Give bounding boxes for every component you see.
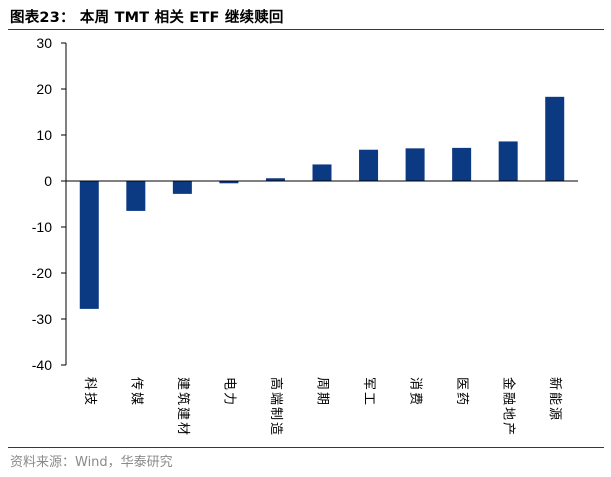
bar — [452, 147, 472, 181]
x-tick-label: 科技 — [82, 377, 97, 407]
bar — [79, 181, 99, 309]
x-tick-label: 电力 — [221, 377, 236, 407]
y-tick-label: 10 — [36, 127, 52, 143]
y-tick-label: 20 — [36, 81, 52, 97]
x-tick-label: 金融地产 — [501, 377, 517, 437]
y-tick-label: -20 — [32, 265, 52, 281]
y-tick-label: 0 — [44, 173, 52, 189]
bar — [312, 164, 332, 181]
bar — [498, 141, 518, 181]
x-tick-label: 建筑建材 — [175, 377, 191, 437]
bar — [359, 149, 379, 181]
bar — [172, 181, 192, 194]
bar — [405, 148, 425, 181]
y-tick-label: -10 — [32, 219, 52, 235]
x-tick-label: 高端制造 — [268, 377, 284, 437]
x-tick-label: 消费 — [408, 377, 423, 407]
y-tick-label: -30 — [32, 311, 52, 327]
footer-rule — [8, 447, 604, 448]
y-axis-ticks: 30 20 10 0 -10 -20 -30 -40 — [32, 35, 66, 373]
x-tick-label: 新能源 — [547, 377, 563, 422]
x-tick-label: 军工 — [361, 377, 376, 407]
bars — [79, 96, 565, 309]
bar — [545, 96, 565, 181]
axes — [65, 43, 578, 365]
bar — [219, 181, 239, 184]
chart-title: 图表23： 本周 TMT 相关 ETF 继续赎回 — [10, 10, 284, 26]
title-rule — [8, 29, 604, 30]
bar — [265, 178, 285, 181]
y-tick-label: 30 — [36, 35, 52, 51]
y-tick-label: -40 — [32, 357, 52, 373]
x-tick-label: 周期 — [315, 377, 330, 407]
bar-chart: 30 20 10 0 -10 -20 -30 -40 科技 传媒 建筑建材 电力 高端制造 周期 军工 消费… — [32, 35, 578, 437]
bar — [126, 181, 146, 211]
category-labels: 科技 传媒 建筑建材 电力 高端制造 周期 军工 消费 医药 金融地产 新能源 — [82, 377, 563, 437]
x-tick-label: 医药 — [454, 377, 469, 407]
x-tick-label: 传媒 — [128, 377, 143, 407]
source-note: 资料来源：Wind，华泰研究 — [10, 455, 173, 470]
